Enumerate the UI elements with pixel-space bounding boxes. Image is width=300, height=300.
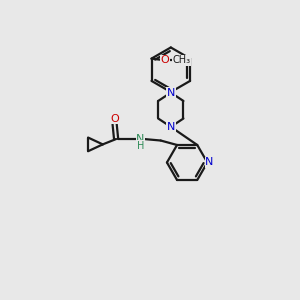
Text: N: N <box>167 122 175 132</box>
Text: H: H <box>137 141 145 151</box>
Text: O: O <box>110 114 119 124</box>
Text: N: N <box>205 158 214 167</box>
Text: N: N <box>136 134 145 144</box>
Text: N: N <box>167 88 175 98</box>
Text: CH₃: CH₃ <box>172 55 190 65</box>
Text: O: O <box>160 55 169 65</box>
